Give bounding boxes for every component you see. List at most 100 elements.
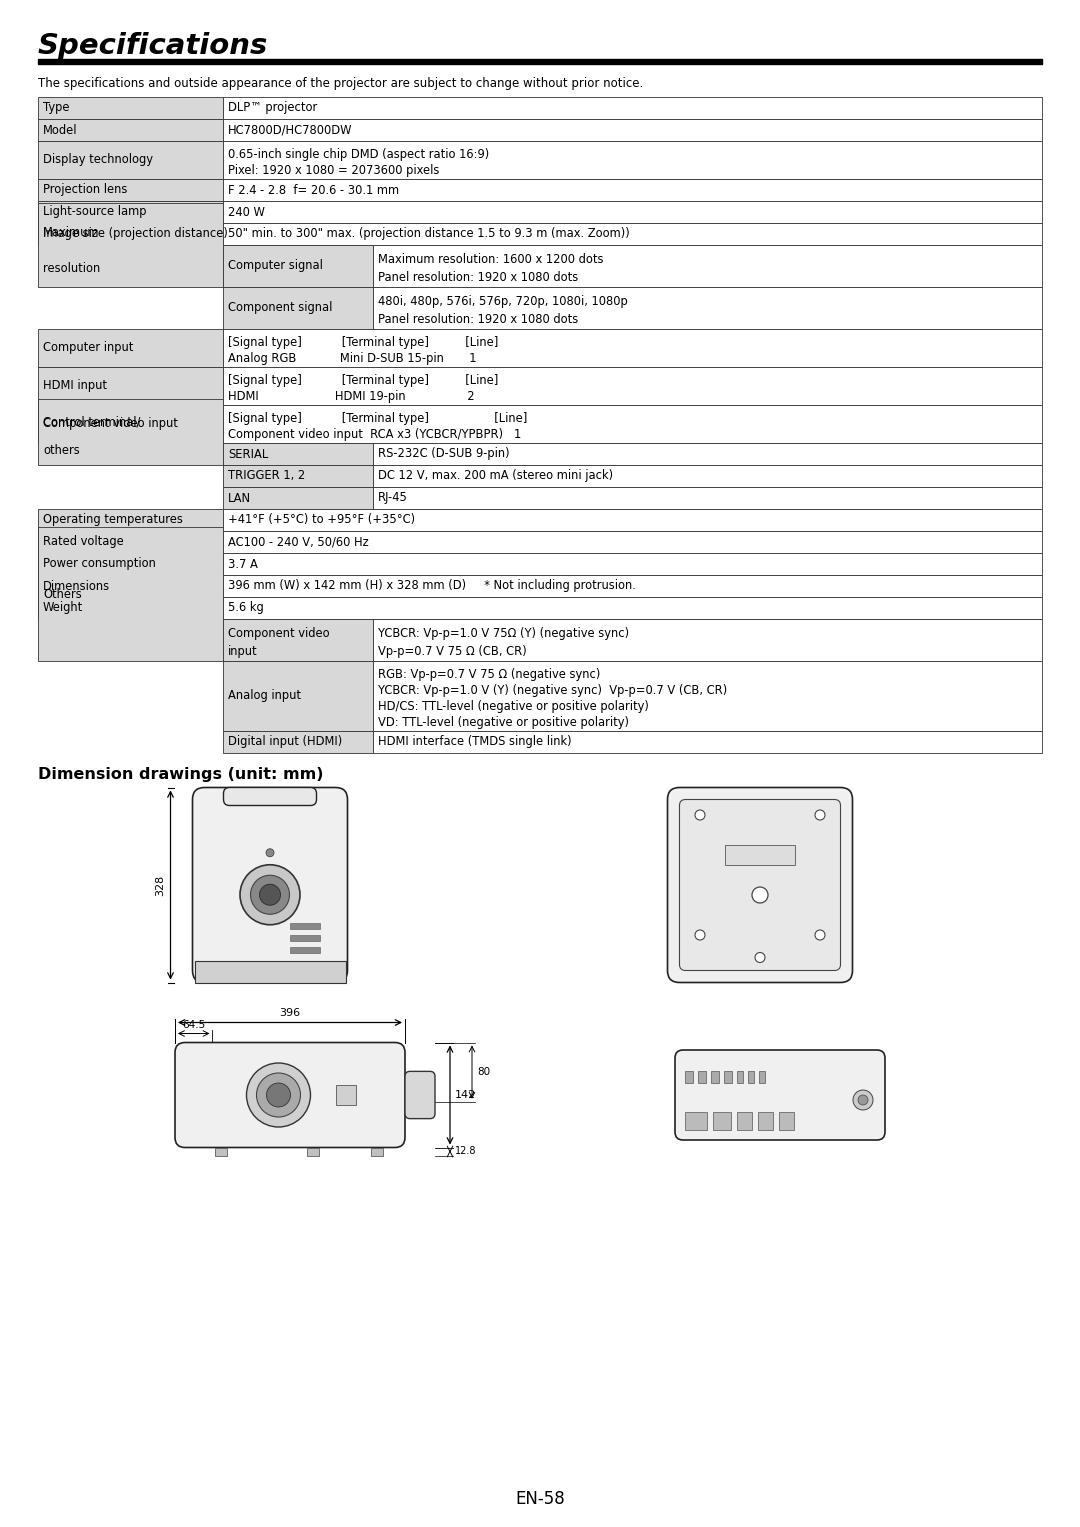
Bar	[222, 731, 373, 753]
Text: Operating temperatures: Operating temperatures	[43, 513, 183, 527]
Text: RGB: Vp-p=0.7 V 75 Ω (negative sync): RGB: Vp-p=0.7 V 75 Ω (negative sync)	[378, 667, 600, 681]
Bar	[373, 443, 1042, 466]
Text: Analog input: Analog input	[228, 690, 301, 702]
Bar	[38, 98, 222, 119]
Bar	[222, 531, 1042, 553]
Text: EN-58: EN-58	[515, 1490, 565, 1509]
Text: Component signal: Component signal	[228, 301, 333, 315]
Bar	[713, 1112, 731, 1130]
Bar	[222, 466, 373, 487]
Text: 480i, 480p, 576i, 576p, 720p, 1080i, 1080p: 480i, 480p, 576i, 576p, 720p, 1080i, 108…	[378, 295, 627, 308]
Bar	[38, 328, 222, 366]
Bar	[222, 443, 373, 466]
Bar	[685, 1112, 707, 1130]
Bar	[291, 935, 320, 941]
Bar	[307, 1147, 319, 1156]
Bar	[737, 1112, 752, 1130]
Bar	[38, 508, 222, 531]
Bar	[38, 531, 222, 553]
Bar	[222, 487, 373, 508]
FancyBboxPatch shape	[175, 1043, 405, 1147]
Text: DLP™ projector: DLP™ projector	[228, 101, 318, 115]
Text: Model: Model	[43, 124, 78, 136]
Text: 142: 142	[455, 1090, 476, 1099]
Text: TRIGGER 1, 2: TRIGGER 1, 2	[228, 469, 306, 483]
Text: Control terminal/: Control terminal/	[43, 415, 140, 429]
Text: Others: Others	[43, 588, 82, 600]
Bar	[222, 244, 373, 287]
Text: Display technology: Display technology	[43, 154, 153, 166]
Text: Component video input  RCA x3 (YCBCR/YPBPR)   1: Component video input RCA x3 (YCBCR/YPBP…	[228, 428, 522, 441]
Text: HDMI                     HDMI 19-pin                 2: HDMI HDMI 19-pin 2	[228, 391, 474, 403]
Bar	[698, 1070, 706, 1083]
Bar	[222, 618, 373, 661]
Text: Panel resolution: 1920 x 1080 dots: Panel resolution: 1920 x 1080 dots	[378, 272, 578, 284]
Text: Component video input: Component video input	[43, 417, 178, 431]
Bar	[373, 731, 1042, 753]
Circle shape	[752, 887, 768, 902]
Bar	[685, 1070, 693, 1083]
Bar	[725, 844, 795, 864]
Bar	[222, 328, 1042, 366]
Bar	[373, 466, 1042, 487]
Text: HD/CS: TTL-level (negative or positive polarity): HD/CS: TTL-level (negative or positive p…	[378, 699, 649, 713]
Bar	[748, 1070, 754, 1083]
Text: AC100 - 240 V, 50/60 Hz: AC100 - 240 V, 50/60 Hz	[228, 536, 368, 548]
Circle shape	[257, 1073, 300, 1116]
Bar	[711, 1070, 719, 1083]
Circle shape	[858, 1095, 868, 1106]
Text: RS-232C (D-SUB 9-pin): RS-232C (D-SUB 9-pin)	[378, 447, 510, 461]
Circle shape	[267, 1083, 291, 1107]
Circle shape	[755, 953, 765, 962]
Bar	[222, 508, 1042, 531]
Text: Rated voltage: Rated voltage	[43, 536, 124, 548]
Text: F 2.4 - 2.8  f= 20.6 - 30.1 mm: F 2.4 - 2.8 f= 20.6 - 30.1 mm	[228, 183, 400, 197]
Text: Dimensions: Dimensions	[43, 580, 110, 592]
Text: Vp-p=0.7 V 75 Ω (CB, CR): Vp-p=0.7 V 75 Ω (CB, CR)	[378, 646, 527, 658]
Text: input: input	[228, 646, 258, 658]
Text: 3.7 A: 3.7 A	[228, 557, 258, 571]
Text: Projection lens: Projection lens	[43, 183, 127, 197]
Text: Maximum resolution: 1600 x 1200 dots: Maximum resolution: 1600 x 1200 dots	[378, 253, 604, 266]
Bar	[222, 202, 1042, 223]
Circle shape	[266, 849, 274, 857]
Bar	[215, 1147, 227, 1156]
Text: Image size (projection distance): Image size (projection distance)	[43, 228, 228, 240]
Text: 396 mm (W) x 142 mm (H) x 328 mm (D)     * Not including protrusion.: 396 mm (W) x 142 mm (H) x 328 mm (D) * N…	[228, 580, 636, 592]
Text: Computer input: Computer input	[43, 342, 133, 354]
Text: SERIAL: SERIAL	[228, 447, 268, 461]
Circle shape	[853, 1090, 873, 1110]
Text: YCBCR: Vp-p=1.0 V 75Ω (Y) (negative sync): YCBCR: Vp-p=1.0 V 75Ω (Y) (negative sync…	[378, 628, 630, 640]
Bar	[737, 1070, 743, 1083]
Text: The specifications and outside appearance of the projector are subject to change: The specifications and outside appearanc…	[38, 76, 644, 90]
Bar	[222, 553, 1042, 576]
Circle shape	[696, 809, 705, 820]
Bar	[222, 223, 1042, 244]
Text: 396: 396	[280, 1008, 300, 1017]
Text: Computer signal: Computer signal	[228, 260, 323, 272]
Bar	[38, 405, 222, 443]
Bar	[373, 661, 1042, 731]
Bar	[222, 661, 373, 731]
Bar	[291, 922, 320, 928]
FancyBboxPatch shape	[224, 788, 316, 806]
FancyBboxPatch shape	[679, 800, 840, 971]
Text: resolution: resolution	[43, 263, 100, 275]
FancyBboxPatch shape	[675, 1051, 885, 1141]
Text: [Signal type]           [Terminal type]          [Line]: [Signal type] [Terminal type] [Line]	[228, 336, 498, 348]
Text: Specifications: Specifications	[38, 32, 268, 60]
Bar	[38, 223, 222, 244]
Text: +41°F (+5°C) to +95°F (+35°C): +41°F (+5°C) to +95°F (+35°C)	[228, 513, 415, 527]
Text: Power consumption: Power consumption	[43, 557, 156, 571]
Text: YCBCR: Vp-p=1.0 V (Y) (negative sync)  Vp-p=0.7 V (CB, CR): YCBCR: Vp-p=1.0 V (Y) (negative sync) Vp…	[378, 684, 727, 696]
Text: Type: Type	[43, 101, 69, 115]
Text: 50" min. to 300" max. (projection distance 1.5 to 9.3 m (max. Zoom)): 50" min. to 300" max. (projection distan…	[228, 228, 630, 240]
Bar	[758, 1112, 773, 1130]
Bar	[38, 553, 222, 576]
Bar	[38, 202, 222, 223]
Bar	[38, 140, 222, 179]
Bar	[222, 405, 1042, 443]
Bar	[38, 399, 222, 466]
Text: 240 W: 240 W	[228, 206, 265, 218]
Text: Digital input (HDMI): Digital input (HDMI)	[228, 736, 342, 748]
